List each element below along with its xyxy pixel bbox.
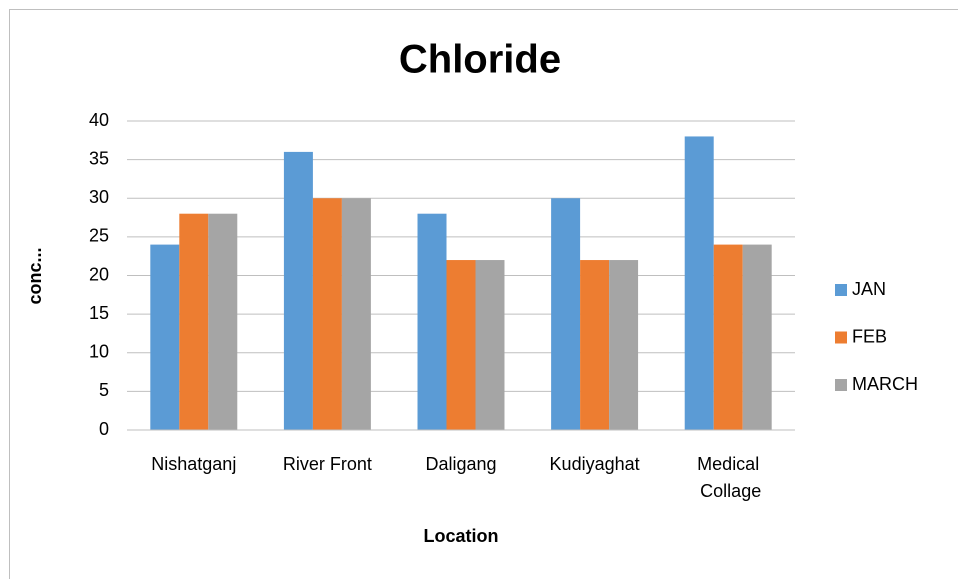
bar [475, 260, 505, 430]
y-axis-label: conc... [25, 247, 45, 304]
bar [341, 198, 371, 430]
y-tick-label: 40 [89, 110, 109, 130]
bar [684, 136, 714, 430]
y-tick-label: 0 [99, 419, 109, 439]
bar [446, 260, 476, 430]
y-tick-label: 25 [89, 226, 109, 246]
legend-label: JAN [852, 279, 886, 299]
x-tick-label: Kudiyaghat [550, 454, 640, 474]
legend-swatch [835, 284, 847, 296]
bar [179, 213, 209, 430]
bar [742, 244, 772, 430]
legend-label: MARCH [852, 374, 918, 394]
bar [713, 244, 743, 430]
bar [580, 260, 610, 430]
bar [417, 213, 447, 430]
bar [283, 151, 313, 430]
x-tick-label: Nishatganj [151, 454, 236, 474]
bar [208, 213, 238, 430]
x-tick-label: Daligang [425, 454, 496, 474]
y-tick-label: 10 [89, 342, 109, 362]
legend-swatch [835, 379, 847, 391]
legend-label: FEB [852, 326, 887, 346]
legend-swatch [835, 331, 847, 344]
bar [150, 244, 180, 430]
y-tick-label: 20 [89, 264, 109, 284]
y-tick-label: 30 [89, 187, 109, 207]
x-tick-label: River Front [283, 454, 372, 474]
bar [551, 198, 581, 430]
bar [312, 198, 342, 430]
chart-title: Chloride [399, 38, 561, 82]
y-tick-label: 35 [89, 148, 109, 168]
x-tick-label: Medical Collage [695, 454, 761, 501]
bar [609, 260, 639, 430]
y-tick-label: 5 [99, 380, 109, 400]
x-axis-label: Location [424, 526, 499, 546]
y-tick-label: 15 [89, 303, 109, 323]
